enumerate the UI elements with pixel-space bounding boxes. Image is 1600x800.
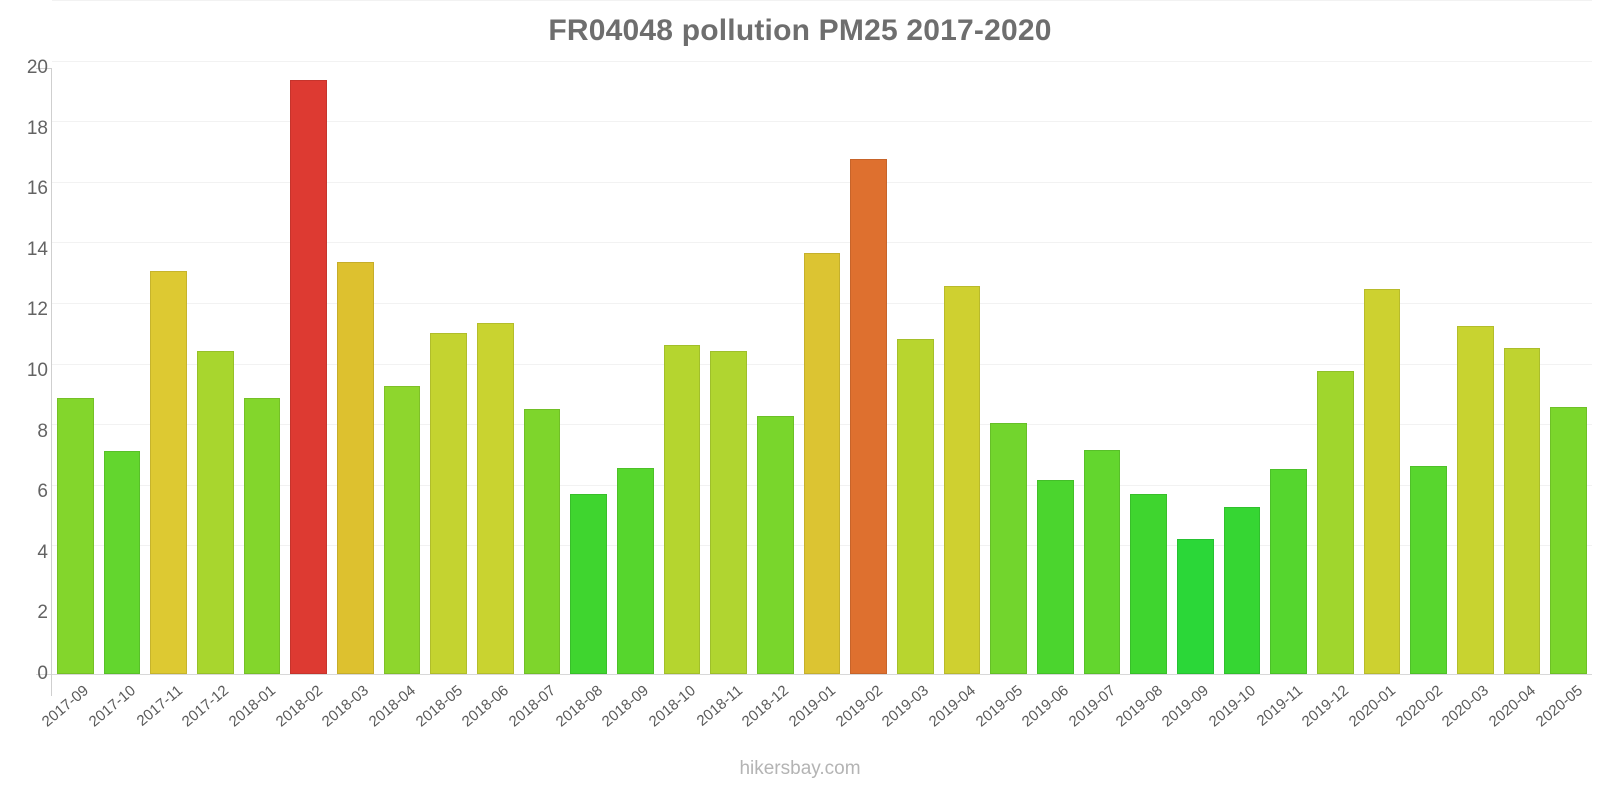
bar[interactable]: [1037, 480, 1074, 674]
y-axis-tick-label: 6: [37, 481, 48, 503]
bar[interactable]: [943, 286, 981, 674]
bar[interactable]: [103, 451, 141, 674]
y-axis-tick-label: 18: [26, 117, 48, 139]
bar[interactable]: [803, 252, 841, 674]
y-axis-tick-label: 20: [26, 57, 48, 78]
bar[interactable]: [570, 493, 607, 674]
bar[interactable]: [1503, 348, 1541, 674]
gridline: [52, 0, 1592, 1]
bar[interactable]: [337, 261, 374, 674]
watermark: hikersbay.com: [739, 758, 861, 779]
bar[interactable]: [897, 339, 934, 674]
bar[interactable]: [757, 416, 794, 674]
bar[interactable]: [990, 422, 1027, 674]
x-axis-line: [36, 674, 1592, 675]
bar[interactable]: [1550, 407, 1587, 674]
bar[interactable]: [1363, 289, 1401, 674]
y-axis-tick-label: 14: [26, 238, 48, 260]
bar[interactable]: [1177, 539, 1214, 674]
bar[interactable]: [1130, 493, 1167, 674]
bar[interactable]: [243, 398, 281, 674]
y-axis-tick-label: 4: [37, 541, 48, 563]
bar[interactable]: [197, 351, 234, 674]
bar[interactable]: [383, 386, 421, 674]
y-axis-tick-label: 0: [37, 663, 48, 684]
y-axis-tick-label: 2: [37, 602, 48, 624]
x-axis-tick: [51, 674, 52, 696]
gridline: [52, 121, 1592, 123]
gridline: [52, 181, 1592, 183]
y-axis-tick-label: 8: [37, 420, 48, 442]
y-axis-tick-label: 10: [26, 360, 48, 381]
plot-area: [52, 68, 1592, 674]
bar[interactable]: [477, 322, 514, 674]
gridline: [52, 60, 1592, 62]
y-axis-tick-label: 12: [26, 299, 48, 321]
bar[interactable]: [1223, 507, 1261, 674]
bar[interactable]: [1457, 325, 1494, 674]
y-axis-tick-label: 16: [26, 178, 48, 200]
bar[interactable]: [1317, 371, 1354, 674]
bar[interactable]: [617, 467, 654, 674]
chart-title: FR04048 pollution PM25 2017-2020: [548, 14, 1052, 47]
bar[interactable]: [430, 333, 467, 674]
y-axis-line: [51, 68, 52, 675]
gridline: [52, 242, 1592, 244]
bar[interactable]: [663, 345, 701, 674]
bar[interactable]: [710, 351, 747, 674]
bar[interactable]: [150, 271, 187, 674]
bar[interactable]: [1270, 469, 1307, 674]
bar[interactable]: [1083, 449, 1121, 674]
bar[interactable]: [523, 408, 561, 674]
bar[interactable]: [57, 398, 94, 674]
bar[interactable]: [1410, 466, 1447, 674]
bar[interactable]: [850, 158, 887, 674]
bar[interactable]: [290, 80, 327, 674]
y-axis-tick: [36, 68, 51, 69]
